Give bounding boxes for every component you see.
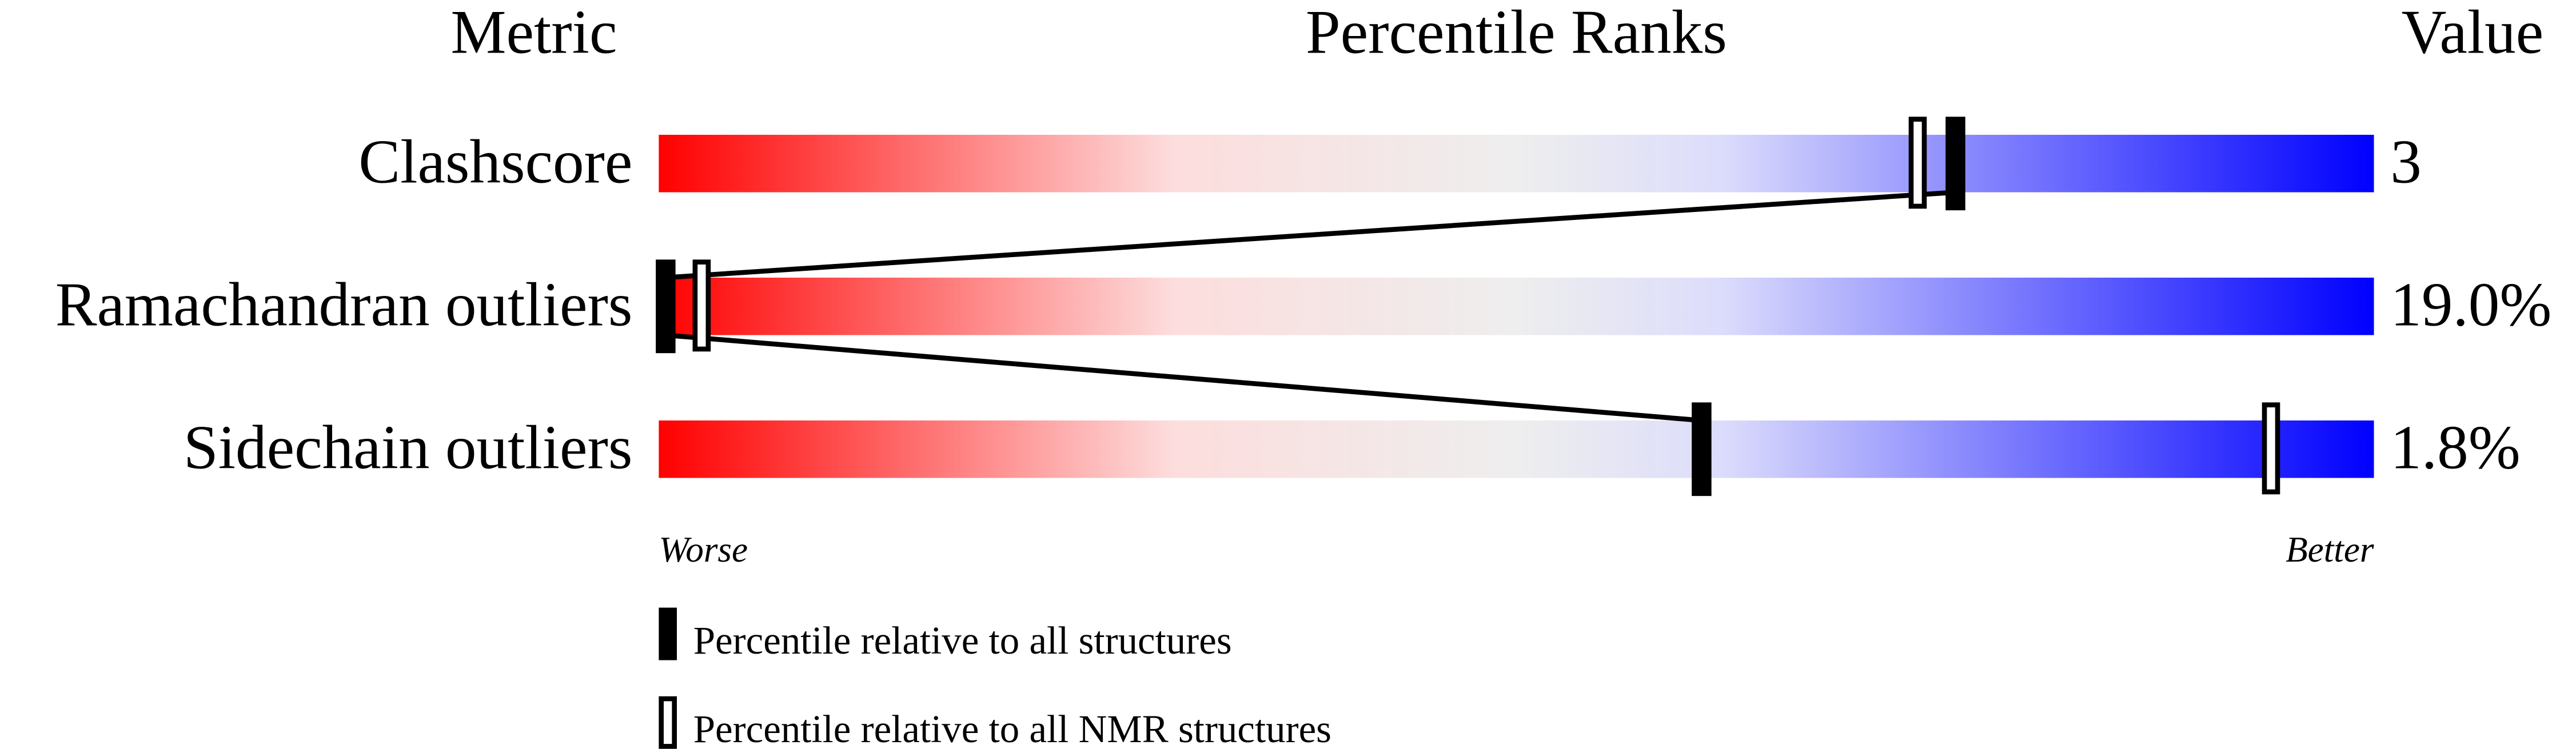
metric-label: Ramachandran outliers [55,270,633,339]
metric-value: 3 [2390,127,2422,196]
percentile-bar [659,134,2374,193]
metric-value: 19.0% [2390,270,2551,339]
header-value: Value [2402,0,2544,66]
header-percentile-ranks: Percentile Ranks [1306,0,1727,66]
legend-label-nmr: Percentile relative to all NMR structure… [693,707,1331,749]
percentile-bar [659,420,2374,478]
all-percentile-marker [656,259,676,354]
header-metric: Metric [450,0,617,66]
metric-label: Sidechain outliers [184,412,632,482]
connector-line [665,333,1702,423]
legend-filled-marker [659,607,677,660]
legend-label-all: Percentile relative to all structures [693,619,1232,662]
connector-line [665,190,1956,281]
legend-outline-marker [659,696,677,749]
nmr-percentile-marker [1908,117,1927,209]
metric-label: Clashscore [358,127,632,196]
nmr-percentile-marker [692,259,711,352]
metric-value: 1.8% [2390,412,2520,482]
all-percentile-marker [1692,402,1712,496]
nmr-percentile-marker [2262,402,2280,495]
percentile-bar [659,277,2374,335]
better-label: Better [2286,530,2374,570]
legend: Percentile relative to all structures Pe… [659,607,1331,749]
worse-label: Worse [659,530,748,570]
all-percentile-marker [1945,117,1965,211]
